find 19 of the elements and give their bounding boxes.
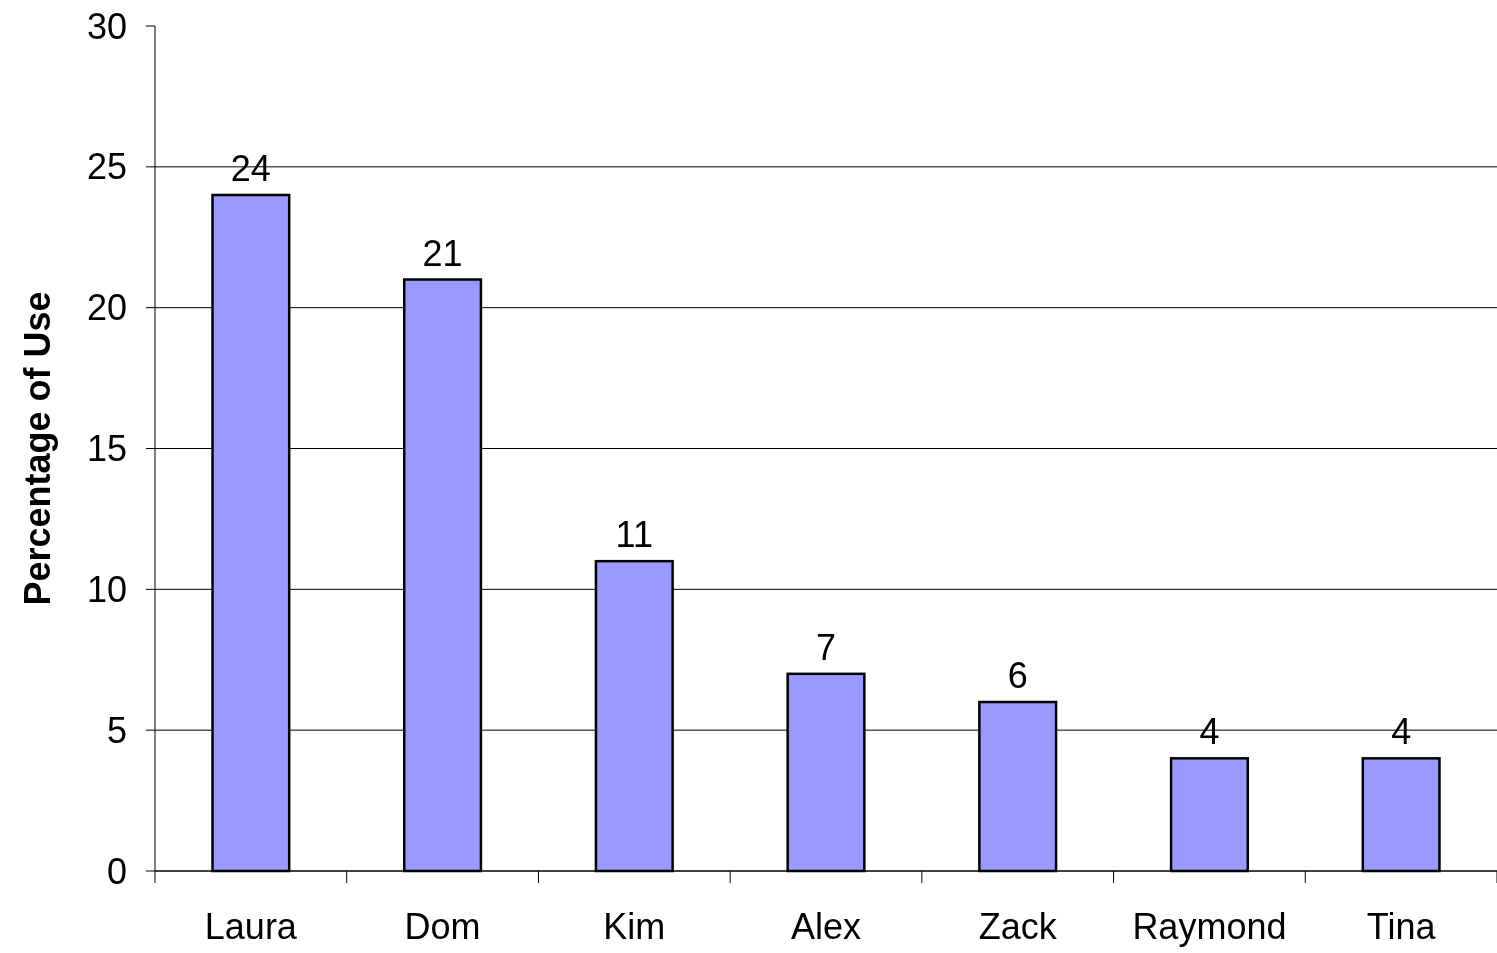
y-tick-label: 30 bbox=[86, 5, 127, 47]
y-tick-label: 25 bbox=[86, 146, 127, 188]
data-label: 6 bbox=[1007, 655, 1028, 696]
data-label: 21 bbox=[422, 232, 463, 274]
x-tick-label: Zack bbox=[978, 906, 1058, 947]
x-tick-label: Laura bbox=[204, 906, 298, 947]
y-tick-label: 20 bbox=[86, 287, 127, 329]
y-tick-label: 0 bbox=[106, 850, 127, 892]
y-tick-label: 10 bbox=[86, 568, 127, 610]
y-tick-label: 15 bbox=[86, 428, 127, 470]
y-axis-title: Percentage of Use bbox=[17, 291, 58, 606]
data-label: 7 bbox=[815, 626, 837, 668]
y-tick-label: 5 bbox=[106, 709, 127, 751]
x-tick-label: Tina bbox=[1366, 906, 1437, 947]
x-tick-label: Alex bbox=[790, 906, 862, 947]
x-tick-label: Dom bbox=[404, 906, 481, 947]
x-tick-label: Raymond bbox=[1132, 906, 1287, 947]
x-tick-label: Kim bbox=[603, 906, 666, 947]
data-label: 11 bbox=[615, 514, 653, 556]
